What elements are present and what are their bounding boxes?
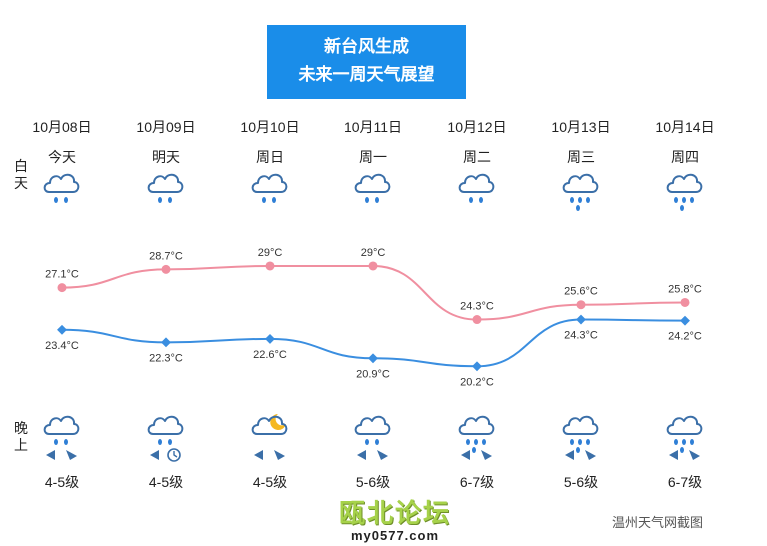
low-temp-point (265, 333, 275, 344)
wind-level: 5-6级 (563, 474, 599, 490)
low-temp-label: 24.3°C (564, 330, 598, 342)
high-temp-point (680, 297, 690, 307)
title-banner: 新台风生成 未来一周天气展望 (267, 25, 466, 99)
wind-level: 6-7级 (667, 474, 703, 490)
high-temp-point (161, 264, 171, 274)
high-temp-point (576, 300, 586, 310)
low-temp-label: 23.4°C (45, 340, 79, 352)
day-date: 10月14日 (655, 119, 715, 135)
low-temp-label: 22.6°C (253, 349, 287, 361)
wind-direction-icon (357, 450, 388, 460)
forum-logo: 瓯北论坛 my0577.com (330, 498, 460, 544)
cloud-heavy-rain-icon (666, 415, 703, 453)
day-name: 周日 (256, 149, 284, 165)
cloud-rain-icon (354, 173, 391, 203)
day-name: 周三 (567, 149, 595, 165)
wind-level: 4-5级 (148, 474, 184, 490)
night-side-label: 晚上 (14, 420, 28, 453)
low-temp-label: 24.2°C (668, 331, 702, 343)
day-name: 周二 (463, 149, 491, 165)
low-temp-point (161, 337, 171, 348)
cloud-rain-icon (354, 415, 391, 445)
cloud-heavy-rain-icon (666, 173, 703, 211)
logo-url: my0577.com (350, 528, 440, 543)
day-date: 10月12日 (447, 119, 507, 135)
banner-line-2: 未来一周天气展望 (298, 65, 435, 84)
day-date: 10月08日 (32, 119, 92, 135)
cloud-rain-icon (251, 173, 288, 203)
low-temp-label: 22.3°C (149, 352, 183, 364)
high-temp-point (265, 261, 275, 271)
wind-direction-icon (669, 450, 700, 460)
banner-line-1: 新台风生成 (324, 37, 409, 56)
wind-direction-icon (565, 450, 596, 460)
low-temp-point (57, 324, 67, 335)
cloud-moon-icon (251, 414, 288, 435)
low-temp-label: 20.2°C (460, 376, 494, 388)
day-date: 10月11日 (343, 119, 403, 135)
low-temp-point (368, 353, 378, 364)
logo-text: 瓯北论坛 (338, 498, 451, 528)
day-name: 今天 (48, 149, 76, 165)
day-date: 10月13日 (551, 119, 611, 135)
high-temp-point (368, 261, 378, 271)
low-temp-label: 20.9°C (356, 368, 390, 380)
cloud-heavy-rain-icon (458, 415, 495, 453)
cloud-rain-icon (147, 173, 184, 203)
cloud-rain-icon (43, 415, 80, 445)
day-name: 周一 (359, 149, 387, 165)
wind-level: 4-5级 (44, 474, 80, 490)
wind-level: 5-6级 (355, 474, 391, 490)
high-temp-label: 28.7°C (149, 250, 183, 262)
cloud-heavy-rain-icon (562, 415, 599, 453)
low-temp-point (680, 315, 690, 326)
high-temp-label: 27.1°C (45, 269, 79, 281)
high-temp-point (472, 315, 482, 325)
high-temp-label: 25.6°C (564, 286, 598, 298)
high-temp-label: 29°C (361, 247, 386, 259)
wind-level: 4-5级 (252, 474, 288, 490)
source-credit: 温州天气网截图 (612, 515, 704, 530)
low-temp-point (472, 361, 482, 372)
day-name: 周四 (671, 149, 699, 165)
wind-direction-icon (461, 450, 492, 460)
day-date: 10月10日 (240, 119, 300, 135)
day-name: 明天 (152, 149, 180, 165)
low-temp-point (576, 314, 586, 325)
high-temp-label: 25.8°C (668, 283, 702, 295)
wind-direction-icon (46, 450, 77, 460)
wind-direction-icon (254, 450, 285, 460)
wind-level: 6-7级 (459, 474, 495, 490)
cloud-rain-icon (43, 173, 80, 203)
day-side-label: 白天 (14, 158, 28, 191)
high-temp-point (57, 283, 67, 293)
day-date: 10月09日 (136, 119, 196, 135)
cloud-heavy-rain-icon (562, 173, 599, 211)
cloud-rain-icon (458, 173, 495, 203)
wind-clock-icon (150, 448, 181, 462)
high-temp-label: 29°C (258, 247, 283, 259)
high-temp-label: 24.3°C (460, 301, 494, 313)
cloud-rain-icon (147, 415, 184, 445)
